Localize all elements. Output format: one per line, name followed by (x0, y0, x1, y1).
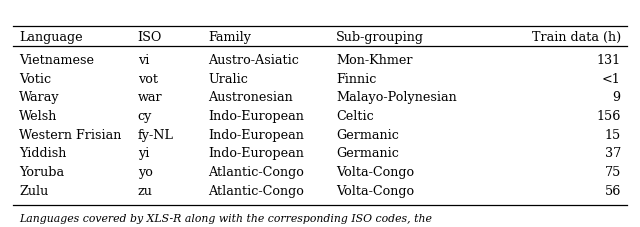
Text: Votic: Votic (19, 72, 51, 85)
Text: Atlantic-Congo: Atlantic-Congo (208, 165, 304, 178)
Text: Uralic: Uralic (208, 72, 248, 85)
Text: 15: 15 (605, 128, 621, 141)
Text: zu: zu (138, 184, 152, 197)
Text: Indo-European: Indo-European (208, 128, 304, 141)
Text: Language: Language (19, 31, 83, 44)
Text: 131: 131 (596, 54, 621, 67)
Text: Yoruba: Yoruba (19, 165, 65, 178)
Text: 9: 9 (612, 91, 621, 104)
Text: <1: <1 (602, 72, 621, 85)
Text: 156: 156 (596, 109, 621, 123)
Text: ISO: ISO (138, 31, 162, 44)
Text: Mon-Khmer: Mon-Khmer (336, 54, 413, 67)
Text: Languages covered by XLS-R along with the corresponding ISO codes, the: Languages covered by XLS-R along with th… (19, 213, 432, 223)
Text: fy-NL: fy-NL (138, 128, 173, 141)
Text: Celtic: Celtic (336, 109, 374, 123)
Text: yo: yo (138, 165, 152, 178)
Text: Welsh: Welsh (19, 109, 58, 123)
Text: Yiddish: Yiddish (19, 147, 67, 160)
Text: Indo-European: Indo-European (208, 109, 304, 123)
Text: war: war (138, 91, 162, 104)
Text: Austro-Asiatic: Austro-Asiatic (208, 54, 299, 67)
Text: Finnic: Finnic (336, 72, 376, 85)
Text: Malayo-Polynesian: Malayo-Polynesian (336, 91, 457, 104)
Text: Austronesian: Austronesian (208, 91, 292, 104)
Text: Western Frisian: Western Frisian (19, 128, 122, 141)
Text: yi: yi (138, 147, 149, 160)
Text: 75: 75 (604, 165, 621, 178)
Text: vot: vot (138, 72, 157, 85)
Text: Atlantic-Congo: Atlantic-Congo (208, 184, 304, 197)
Text: Waray: Waray (19, 91, 60, 104)
Text: vi: vi (138, 54, 149, 67)
Text: Vietnamese: Vietnamese (19, 54, 94, 67)
Text: cy: cy (138, 109, 152, 123)
Text: Indo-European: Indo-European (208, 147, 304, 160)
Text: Zulu: Zulu (19, 184, 49, 197)
Text: Train data (h): Train data (h) (532, 31, 621, 44)
Text: Volta-Congo: Volta-Congo (336, 184, 414, 197)
Text: Germanic: Germanic (336, 147, 399, 160)
Text: Sub-grouping: Sub-grouping (336, 31, 424, 44)
Text: Family: Family (208, 31, 251, 44)
Text: Germanic: Germanic (336, 128, 399, 141)
Text: 56: 56 (604, 184, 621, 197)
Text: Volta-Congo: Volta-Congo (336, 165, 414, 178)
Text: 37: 37 (605, 147, 621, 160)
